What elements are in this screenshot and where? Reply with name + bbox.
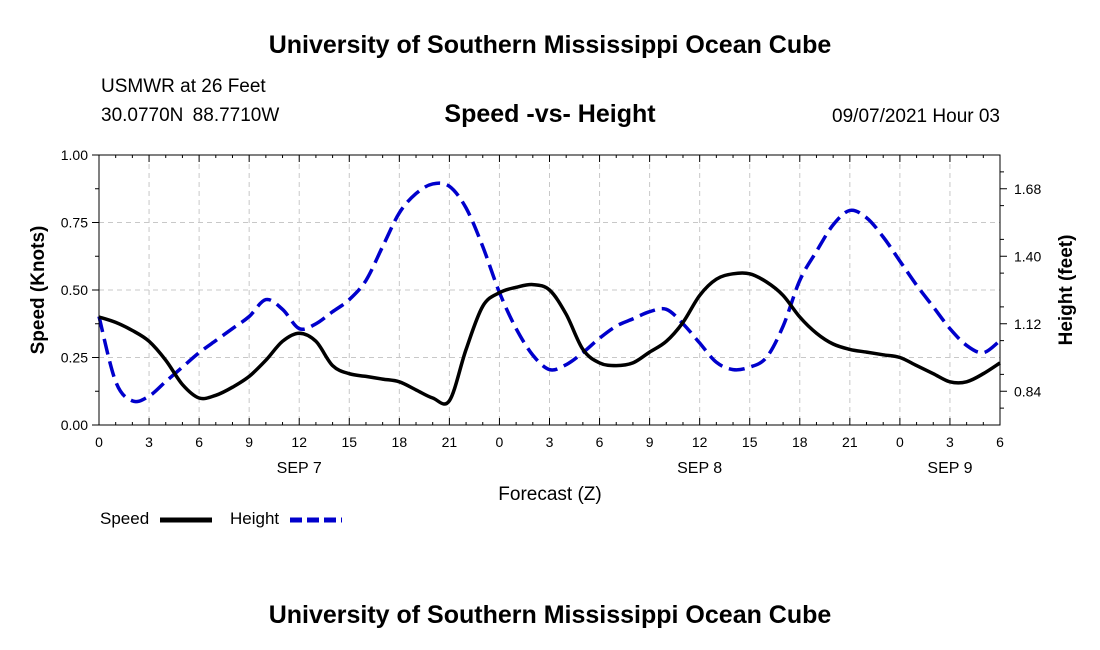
y2-tick-label: 0.84 bbox=[1014, 383, 1041, 399]
x-tick-label: 9 bbox=[245, 434, 253, 450]
y2-tick-label: 1.40 bbox=[1014, 248, 1041, 264]
y-tick-label: 1.00 bbox=[61, 147, 88, 163]
x-tick-label: 15 bbox=[742, 434, 758, 450]
x-tick-label: 6 bbox=[596, 434, 604, 450]
x-tick-label: 9 bbox=[646, 434, 654, 450]
footer-title: University of Southern Mississippi Ocean… bbox=[268, 601, 832, 629]
x-tick-label: 3 bbox=[946, 434, 954, 450]
y-axis-title: Speed (Knots) bbox=[28, 226, 49, 355]
x-tick-label: 0 bbox=[496, 434, 504, 450]
x-tick-label: 0 bbox=[95, 434, 103, 450]
y2-axis-title: Height (feet) bbox=[1056, 235, 1077, 346]
forecast-date: 09/07/2021 Hour 03 bbox=[832, 106, 1000, 127]
x-tick-label: 18 bbox=[392, 434, 408, 450]
x-tick-label: 21 bbox=[842, 434, 858, 450]
x-tick-label: 0 bbox=[896, 434, 904, 450]
grid-lines bbox=[99, 155, 1000, 425]
series-lines bbox=[97, 181, 1002, 406]
station-name: USMWR at 26 Feet bbox=[101, 76, 266, 97]
station-coordinates: 30.0770N 88.7710W bbox=[101, 105, 280, 126]
x-tick-label: 12 bbox=[291, 434, 307, 450]
speed-series-line bbox=[98, 271, 1001, 406]
x-tick-label: 15 bbox=[341, 434, 357, 450]
x-tick-label: 3 bbox=[145, 434, 153, 450]
height-series-line bbox=[97, 181, 1002, 404]
y-tick-label: 0.25 bbox=[61, 350, 88, 366]
y-tick-label: 0.00 bbox=[61, 417, 88, 433]
x-date-label: SEP 7 bbox=[277, 460, 322, 477]
page-title: University of Southern Mississippi Ocean… bbox=[268, 31, 832, 59]
x-tick-label: 12 bbox=[692, 434, 708, 450]
legend-height-label: Height bbox=[230, 509, 280, 528]
x-date-label: SEP 8 bbox=[677, 460, 722, 477]
x-date-label: SEP 9 bbox=[927, 460, 972, 477]
x-axis-title: Forecast (Z) bbox=[498, 484, 601, 505]
plot-frame bbox=[98, 154, 1001, 426]
x-tick-label: 3 bbox=[546, 434, 554, 450]
x-tick-label: 21 bbox=[442, 434, 458, 450]
y2-tick-label: 1.68 bbox=[1014, 181, 1041, 197]
x-tick-label: 6 bbox=[195, 434, 203, 450]
chart-title: Speed -vs- Height bbox=[444, 100, 656, 128]
y-tick-label: 0.75 bbox=[61, 215, 88, 231]
x-tick-label: 6 bbox=[996, 434, 1004, 450]
x-tick-label: 18 bbox=[792, 434, 808, 450]
y-tick-label: 0.50 bbox=[61, 282, 88, 298]
axis-labels: 0 3 6 9 12 15 18 21 0 3 6 9 12 15 18 21 0 3 6 SEP 7 SEP 8 SEP… bbox=[61, 147, 1042, 477]
legend-speed-label: Speed bbox=[100, 509, 150, 528]
y2-tick-label: 1.12 bbox=[1014, 316, 1041, 332]
